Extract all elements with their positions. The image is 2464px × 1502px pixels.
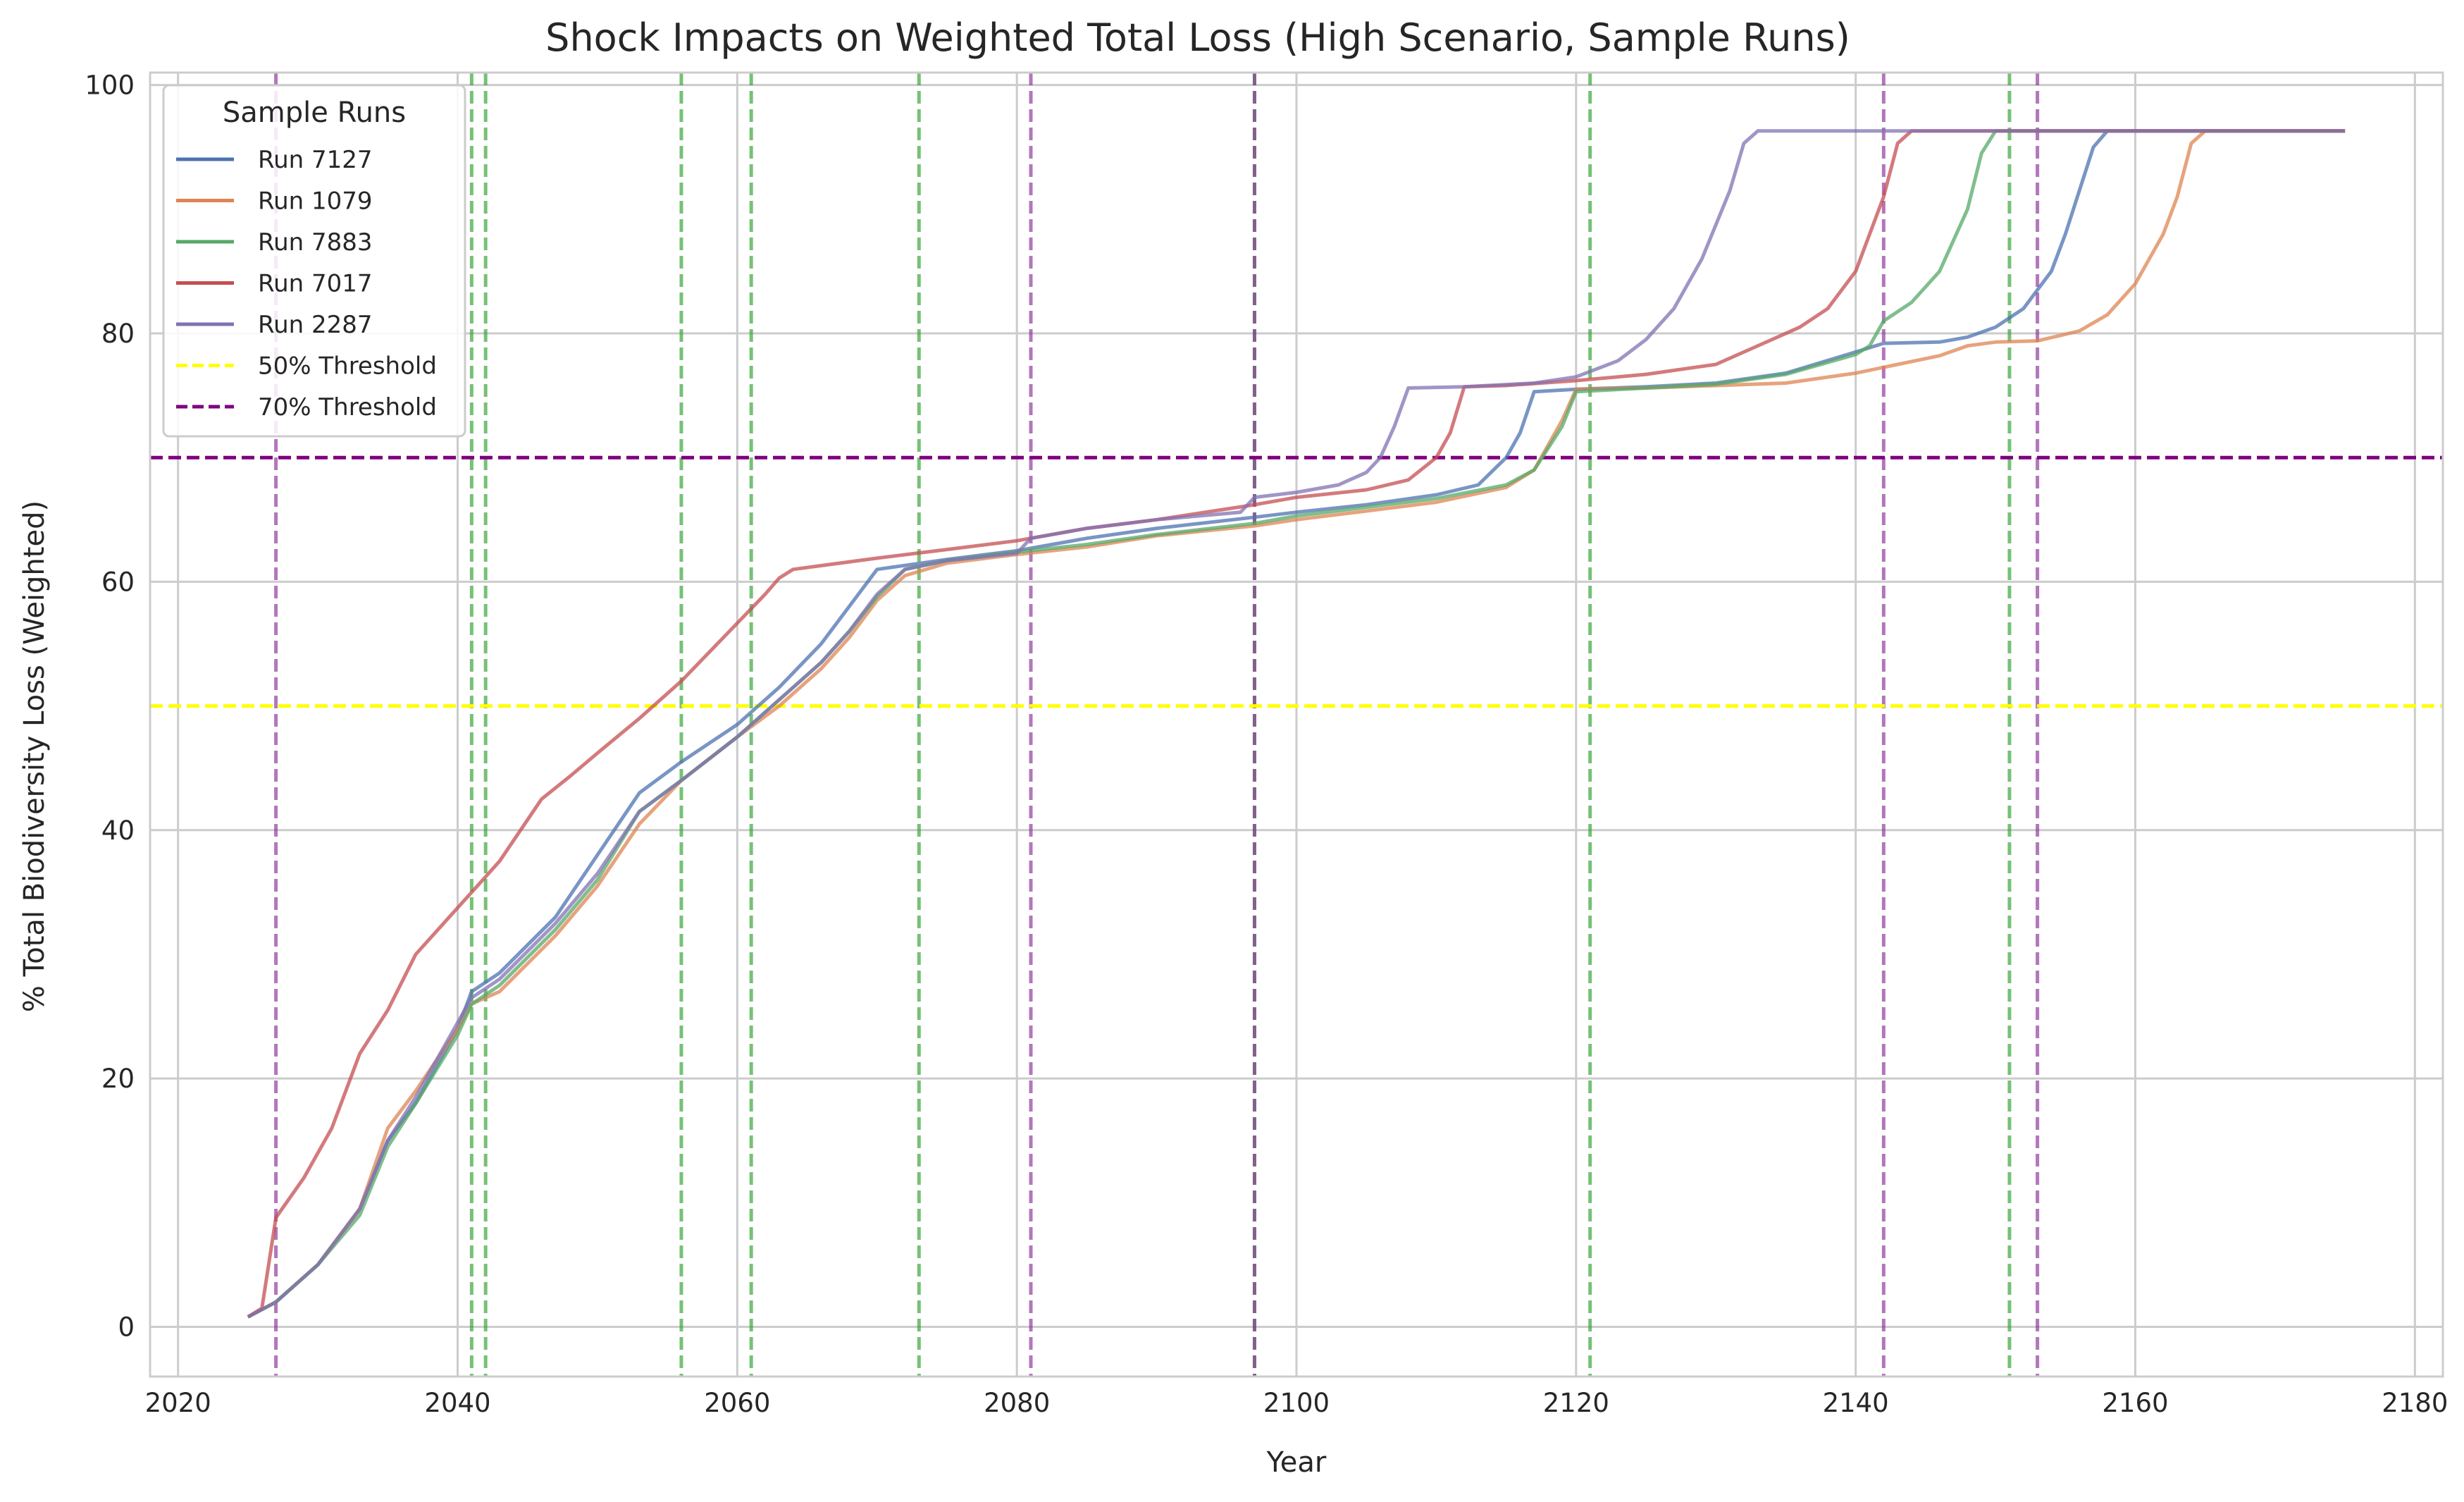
legend-box <box>162 84 466 438</box>
y-tick-label: 20 <box>101 1064 135 1094</box>
y-tick-label: 80 <box>101 319 135 349</box>
legend-label: Run 7127 <box>258 146 373 174</box>
x-tick-label: 2020 <box>145 1388 211 1418</box>
x-tick-label: 2120 <box>1543 1388 1609 1418</box>
plot-frame <box>149 71 2444 1378</box>
x-tick-label: 2160 <box>2102 1388 2168 1418</box>
legend-label: 50% Threshold <box>258 352 437 381</box>
tick-labels: 2020 2040 2060 2080 2100 2120 2140 2160 21800204… <box>85 70 2448 1418</box>
series-line <box>247 129 2346 1319</box>
x-tick-label: 2080 <box>984 1388 1050 1418</box>
series-line <box>247 129 2346 1319</box>
x-tick-label: 2100 <box>1263 1388 1330 1418</box>
legend-label: Run 2287 <box>258 311 373 339</box>
series-line <box>247 129 2346 1319</box>
y-tick-label: 40 <box>101 815 135 846</box>
legend-label: Run 1079 <box>258 187 373 216</box>
x-tick-label: 2040 <box>424 1388 490 1418</box>
legend-label: 70% Threshold <box>258 393 437 421</box>
legend-label: Run 7017 <box>258 270 373 298</box>
y-axis-label: % Total Biodiversity Loss (Weighted) <box>18 500 51 1012</box>
chart-title: Shock Impacts on Weighted Total Loss (Hi… <box>545 16 1850 60</box>
x-tick-label: 2060 <box>704 1388 770 1418</box>
shock-lines <box>274 73 2040 1377</box>
x-tick-label: 2140 <box>1823 1388 1889 1418</box>
x-axis-label: Year <box>1266 1446 1327 1479</box>
legend[interactable]: Sample Runs Run 7127 Run 1079 Run 7883 Run … <box>162 84 466 438</box>
y-tick-label: 100 <box>85 70 135 101</box>
series-line <box>247 129 2346 1319</box>
x-tick-label: 2180 <box>2382 1388 2448 1418</box>
y-tick-label: 60 <box>101 567 135 597</box>
legend-title: Sample Runs <box>223 97 406 129</box>
series-lines <box>247 129 2346 1319</box>
grid <box>150 73 2443 1377</box>
y-tick-label: 0 <box>118 1312 135 1343</box>
threshold-lines <box>150 455 2443 708</box>
series-line <box>247 129 2346 1319</box>
legend-label: Run 7883 <box>258 228 373 257</box>
